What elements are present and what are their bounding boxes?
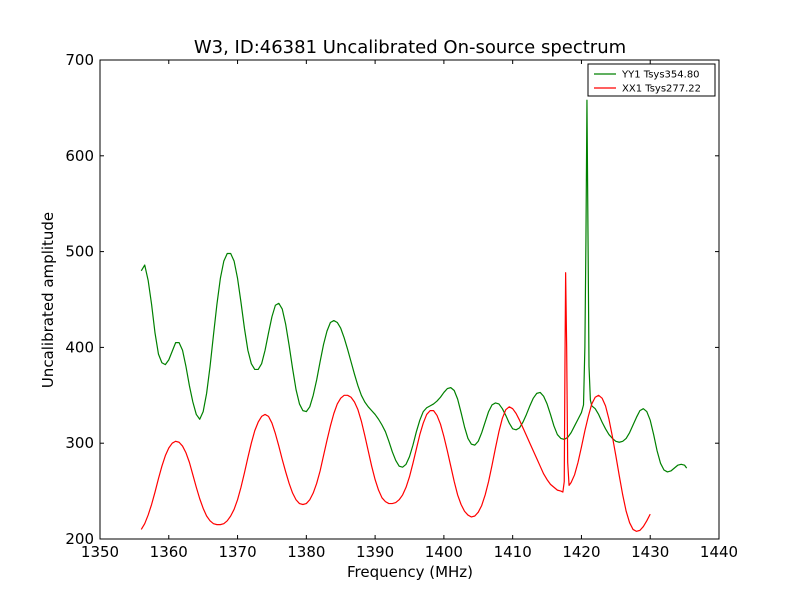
plot-frame [99,59,720,540]
x-tick-label: 1360 [150,543,188,561]
x-axis-label: Frequency (MHz) [347,563,473,581]
chart-title: W3, ID:46381 Uncalibrated On-source spec… [194,37,626,58]
y-axis-label: Uncalibrated amplitude [39,212,57,388]
y-tick-label: 600 [65,147,94,165]
plot-area: 1350 1360 1370 1380 1390 1400 1410 1420 1430 1440… [65,51,738,561]
x-tick-label: 1380 [287,543,325,561]
y-tick-label: 300 [65,434,94,452]
legend-box [587,63,716,97]
y-tick-label: 700 [65,51,94,69]
series-line-2 [140,272,651,532]
y-tick-label: 200 [65,530,94,548]
legend-label-1: YY1 Tsys354.80 [621,70,700,81]
x-tick-label: 1410 [494,543,532,561]
legend-label-2: XX1 Tsys277.22 [622,84,701,95]
x-tick-label: 1390 [356,543,394,561]
x-tick-label: 1350 [81,543,119,561]
x-tick-label: 1440 [700,543,738,561]
x-tick-label: 1420 [562,543,600,561]
y-tick-label: 400 [65,338,94,356]
series-line-1 [140,99,688,473]
y-tick-label: 500 [65,243,94,261]
x-tick-label: 1430 [631,543,669,561]
x-tick-label: 1400 [425,543,463,561]
x-tick-label: 1370 [218,543,256,561]
